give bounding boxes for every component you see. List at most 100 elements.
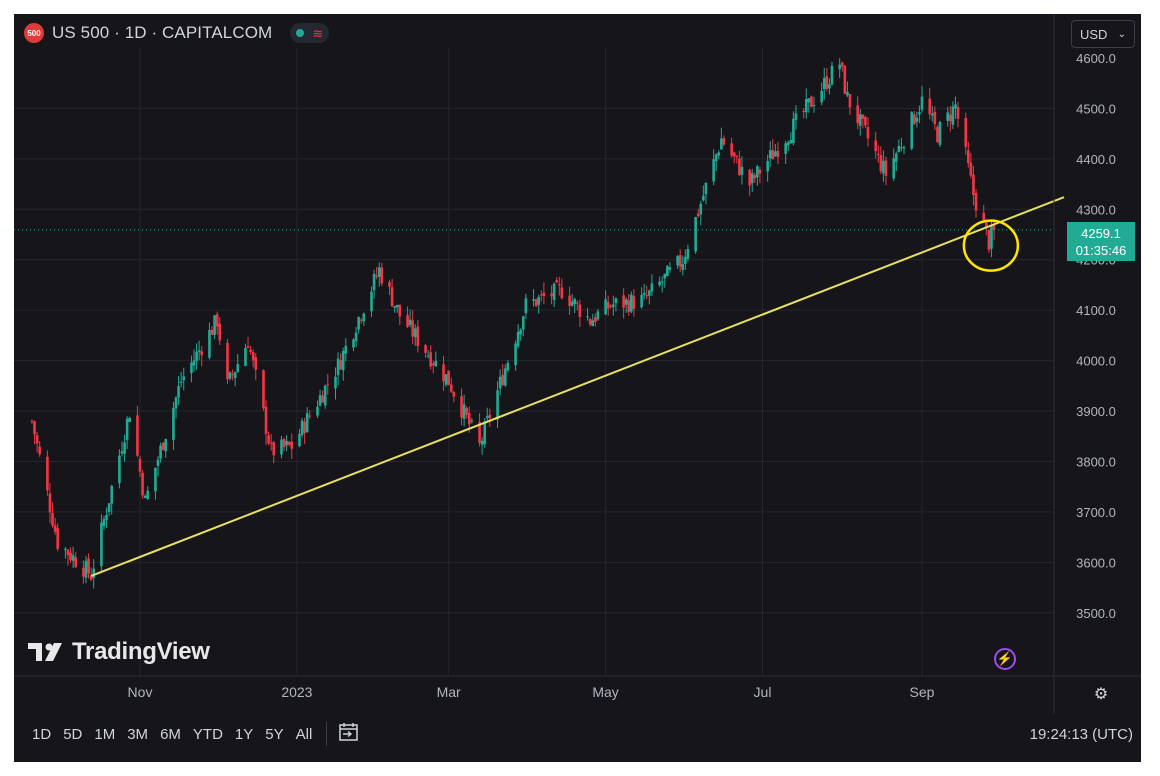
candle xyxy=(532,289,535,307)
candle xyxy=(462,394,466,427)
candle xyxy=(876,145,880,163)
candle xyxy=(663,273,667,288)
y-tick-label: 3700.0 xyxy=(1076,505,1116,520)
candle xyxy=(413,324,417,346)
candle xyxy=(215,311,219,335)
candle xyxy=(69,547,72,563)
candle xyxy=(74,552,77,569)
candle xyxy=(323,384,327,409)
candle xyxy=(236,354,240,374)
candle xyxy=(627,293,631,316)
candle xyxy=(269,433,273,451)
candle xyxy=(848,93,852,116)
candle xyxy=(444,374,448,387)
timeframe-6m[interactable]: 6M xyxy=(160,725,181,743)
candle xyxy=(591,313,595,327)
candle xyxy=(159,442,162,463)
annotation-circle[interactable] xyxy=(962,219,1020,272)
candle xyxy=(864,115,867,129)
candle xyxy=(650,274,654,296)
timeframe-3m[interactable]: 3M xyxy=(127,725,149,743)
candle xyxy=(246,336,250,349)
timeframe-1d[interactable]: 1D xyxy=(32,725,52,743)
candle xyxy=(606,295,610,316)
candle xyxy=(197,340,201,361)
candle xyxy=(557,276,561,296)
candle xyxy=(228,371,232,381)
candle xyxy=(681,255,685,276)
candle xyxy=(282,437,286,452)
candle xyxy=(105,507,108,529)
candle xyxy=(264,400,268,445)
timeframe-5y[interactable]: 5Y xyxy=(265,725,284,743)
market-status-pill[interactable]: ≋ xyxy=(290,23,330,43)
y-tick-label: 4500.0 xyxy=(1076,101,1116,116)
candle xyxy=(753,172,757,183)
timeframe-5d[interactable]: 5D xyxy=(63,725,83,743)
candle xyxy=(624,297,628,314)
trendline[interactable] xyxy=(90,196,1065,577)
candle xyxy=(534,298,538,308)
candle xyxy=(694,216,697,254)
candle xyxy=(586,307,589,321)
candle xyxy=(143,494,147,499)
chevron-down-icon: ⌄ xyxy=(1117,28,1126,40)
candle xyxy=(336,352,340,386)
lightning-icon[interactable]: ⚡ xyxy=(994,648,1016,670)
settings-gear-icon[interactable]: ⚙ xyxy=(1093,686,1109,703)
chart-canvas[interactable]: 3500.0 3600.0 3700.0 3800.0 3900.0 4000.0 4100… xyxy=(14,14,1141,714)
candle xyxy=(82,560,85,584)
timeframe-1m[interactable]: 1M xyxy=(94,725,116,743)
symbol-title[interactable]: US 500 · 1D · CAPITALCOM xyxy=(52,23,273,42)
candle xyxy=(102,515,106,530)
candle xyxy=(154,467,157,500)
timeframe-ytd[interactable]: YTD xyxy=(192,725,223,743)
date-range-icon[interactable] xyxy=(337,722,361,747)
candle xyxy=(645,285,649,300)
candle xyxy=(501,363,505,387)
candle xyxy=(280,435,283,459)
candle xyxy=(136,406,139,458)
candle xyxy=(138,455,142,478)
candle xyxy=(822,67,826,100)
utc-clock[interactable]: 19:24:13 (UTC) xyxy=(1029,725,1133,743)
candle xyxy=(372,269,376,299)
toolbar-divider xyxy=(326,722,328,746)
currency-select[interactable]: USD ⌄ xyxy=(1071,20,1135,48)
candle xyxy=(478,413,481,447)
candle xyxy=(107,503,111,516)
candle xyxy=(902,145,906,155)
y-tick-label: 3800.0 xyxy=(1076,454,1116,469)
candle xyxy=(668,262,672,273)
candle xyxy=(89,567,93,582)
candle xyxy=(352,338,355,352)
candle xyxy=(431,360,435,374)
candle xyxy=(686,244,690,262)
candle xyxy=(838,58,841,79)
candle xyxy=(658,276,661,288)
candle xyxy=(717,150,721,160)
candle xyxy=(424,344,427,358)
candle xyxy=(604,290,607,316)
candle xyxy=(732,151,736,164)
candle xyxy=(488,408,492,428)
candle xyxy=(460,388,463,426)
x-tick-label: Jul xyxy=(754,684,772,700)
timeframe-1y[interactable]: 1Y xyxy=(234,725,254,743)
candle xyxy=(213,314,216,340)
candle xyxy=(434,351,438,368)
candle xyxy=(120,441,124,457)
candle xyxy=(110,484,114,515)
tradingview-logo[interactable]: TradingView xyxy=(28,638,210,666)
candle xyxy=(48,483,52,524)
candle xyxy=(290,433,294,460)
candle xyxy=(894,151,898,171)
candle xyxy=(684,249,687,270)
candle xyxy=(370,286,373,318)
timeframe-all[interactable]: All xyxy=(295,725,313,743)
candle xyxy=(244,343,247,367)
candle xyxy=(884,156,888,186)
symbol-badge[interactable]: 500 xyxy=(24,23,44,43)
candle xyxy=(573,297,577,314)
candle xyxy=(930,105,934,122)
